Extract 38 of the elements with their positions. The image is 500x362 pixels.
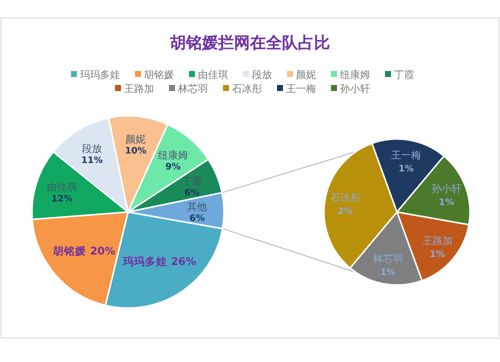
legend-label: 由佳琪 xyxy=(198,69,228,81)
slice-label: 林芯羽 xyxy=(372,252,403,265)
data-label: 10% xyxy=(124,146,146,156)
legend-label: 孙小轩 xyxy=(340,83,370,95)
data-label: 20% xyxy=(90,245,116,258)
data-label: 9% xyxy=(165,162,181,173)
legend-label: 胡铭媛 xyxy=(144,69,174,81)
data-label: 1% xyxy=(380,268,396,278)
slice-label: 王一梅 xyxy=(391,149,422,162)
slice-label: 纽康姆 xyxy=(158,150,188,162)
data-label: 11% xyxy=(81,156,103,166)
slice-label: 颜妮 xyxy=(126,133,146,146)
data-label: 1% xyxy=(398,164,414,174)
legend-label: 王一梅 xyxy=(286,83,316,95)
legend-label: 林芯羽 xyxy=(177,83,208,95)
legend-label: 纽康姆 xyxy=(340,69,370,81)
legend-label: 丁霞 xyxy=(394,69,414,81)
legend-label: 段放 xyxy=(252,69,272,81)
slice-label: 其他 xyxy=(187,201,208,214)
legend-label: 王路加 xyxy=(124,83,154,95)
slice-label: 由佳琪 xyxy=(46,182,77,194)
slice-label: 胡铭媛 xyxy=(52,244,86,258)
slice-label: 王路加 xyxy=(422,234,452,247)
legend-label: 玛玛多娃 xyxy=(80,69,120,81)
data-label: 12% xyxy=(51,194,73,205)
legend-label: 颜妮 xyxy=(296,69,316,81)
data-label: 1% xyxy=(438,198,454,208)
slice-label: 玛玛多娃 xyxy=(122,255,167,268)
slice-label: 石冰彤 xyxy=(330,192,360,204)
slice-label: 孙小轩 xyxy=(431,183,462,196)
chart-title: 胡铭媛拦网在全队占比 xyxy=(169,33,330,52)
data-label: 26% xyxy=(170,256,197,268)
slice-label: 段放 xyxy=(82,143,102,156)
data-label: 2% xyxy=(338,206,353,217)
data-label: 6% xyxy=(189,214,205,224)
data-label: 6% xyxy=(184,188,200,199)
legend-label: 石冰彤 xyxy=(232,83,262,95)
data-label: 1% xyxy=(430,250,445,260)
